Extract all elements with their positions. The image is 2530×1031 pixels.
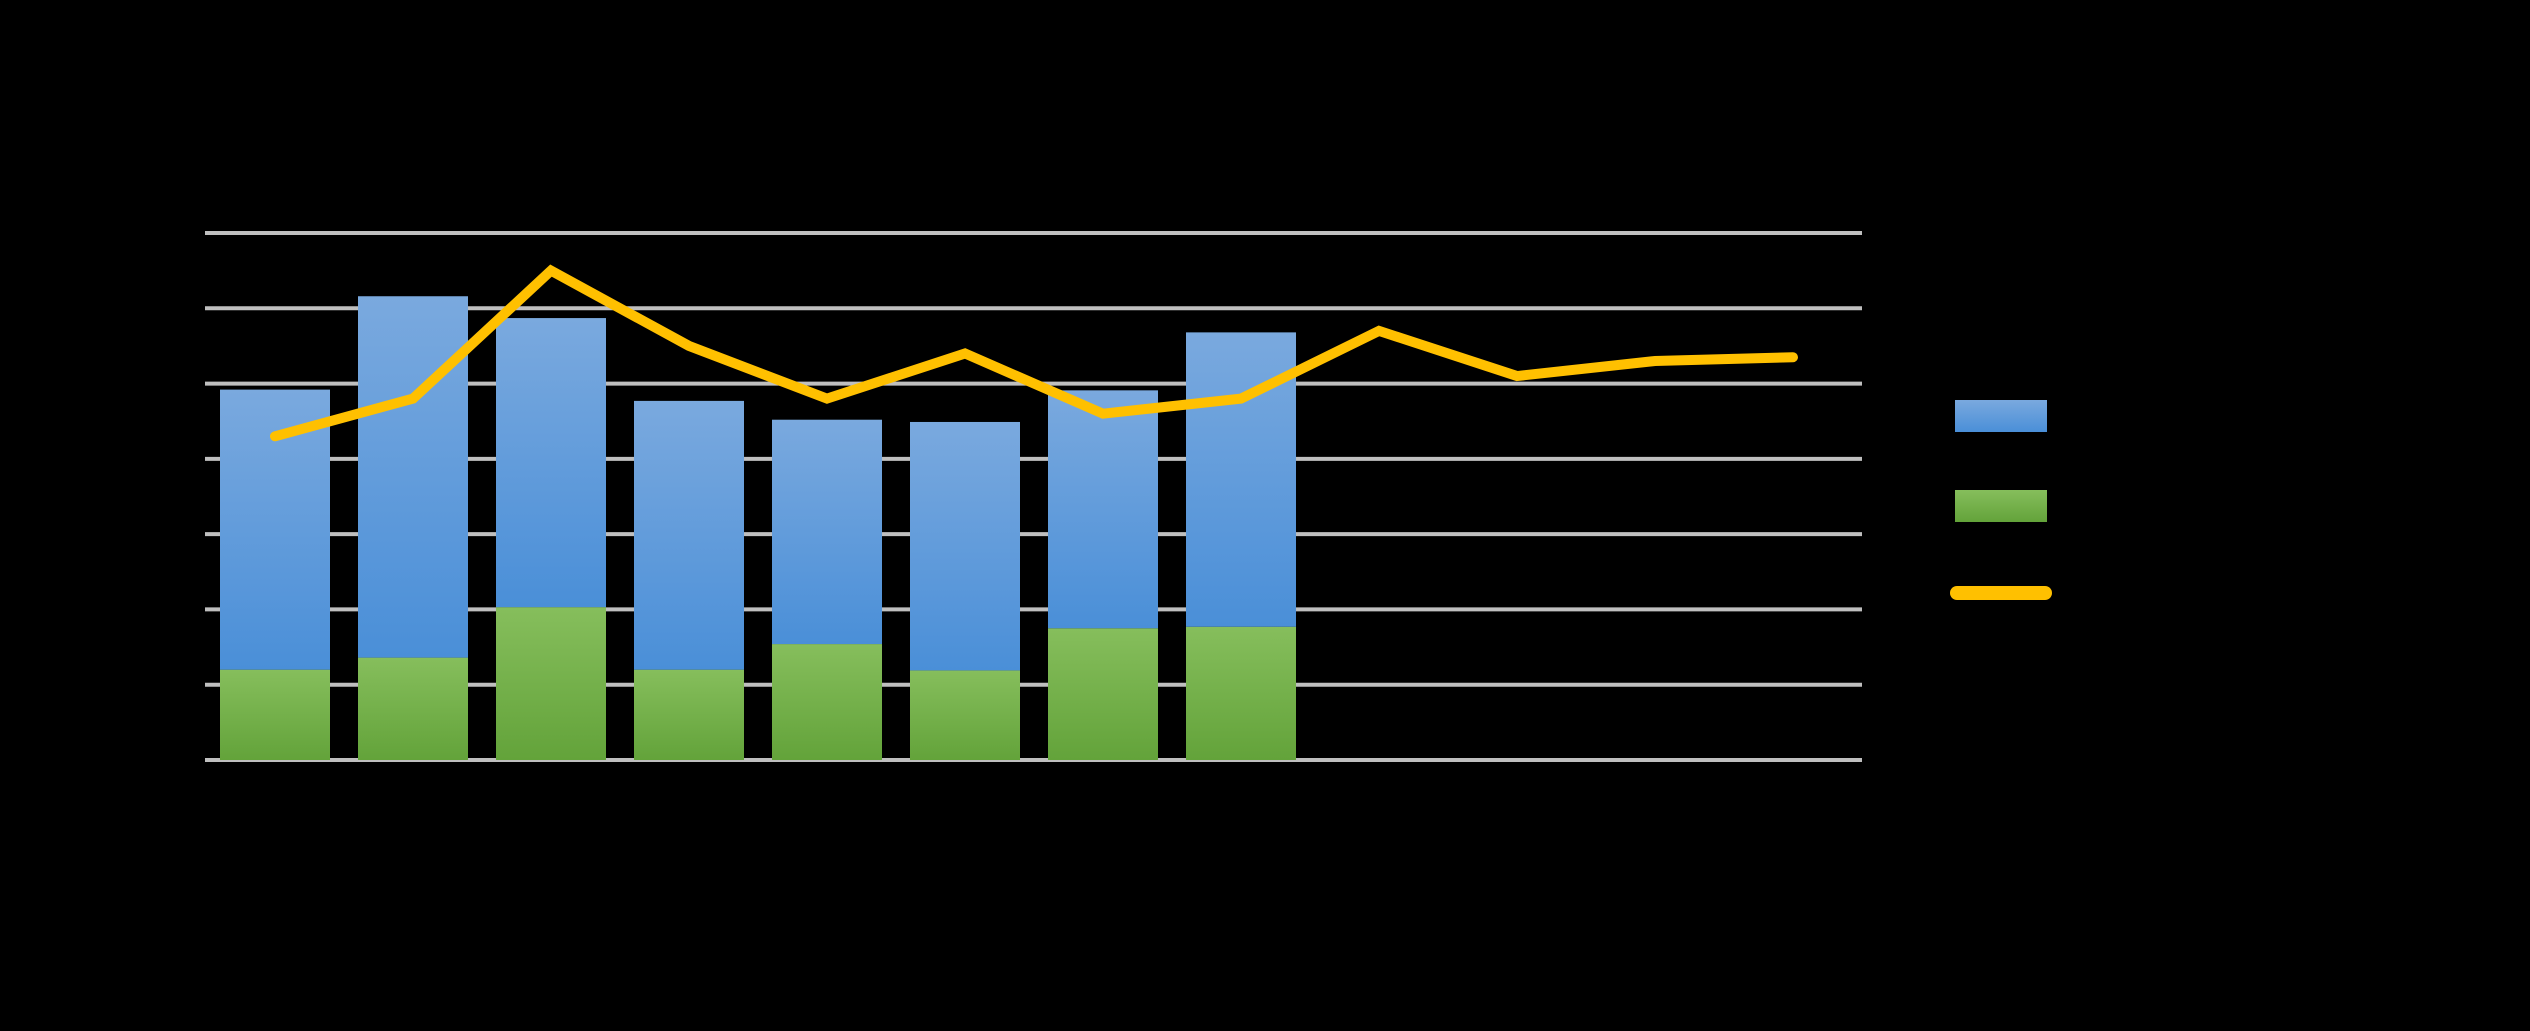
legend-swatch-green	[1955, 490, 2047, 522]
line-series	[270, 264, 1798, 442]
bar-segment-blue	[358, 296, 468, 658]
bar-segment-blue	[910, 421, 1020, 671]
bar-segment-green	[496, 607, 606, 760]
bar-segment-blue	[1048, 390, 1158, 629]
bar-segment-green	[220, 669, 330, 760]
bar-series	[220, 296, 1296, 760]
line-path	[270, 264, 1798, 442]
bar-segment-blue	[496, 318, 606, 608]
legend	[1950, 400, 2052, 600]
bar-segment-green	[1186, 626, 1296, 760]
bar-segment-green	[358, 657, 468, 760]
bar-segment-green	[772, 644, 882, 760]
bar-segment-green	[910, 670, 1020, 760]
bar-segment-blue	[634, 400, 744, 670]
bar-segment-blue	[772, 419, 882, 645]
bar-segment-green	[634, 669, 744, 760]
legend-swatch-blue	[1955, 400, 2047, 432]
bar-segment-green	[1048, 628, 1158, 760]
